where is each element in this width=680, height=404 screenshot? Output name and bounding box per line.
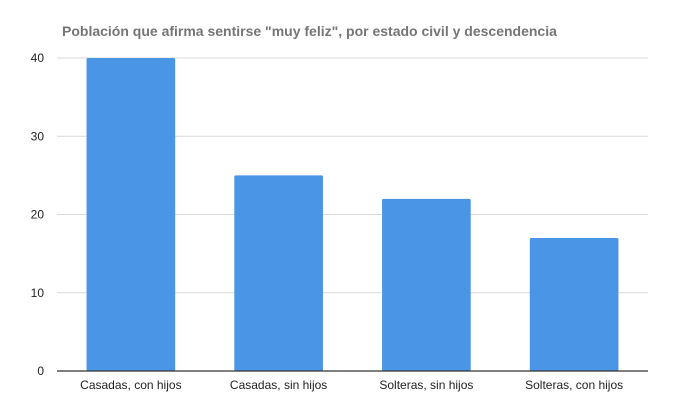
- chart-title: Población que afirma sentirse "muy feliz…: [62, 23, 557, 39]
- x-axis-labels: Casadas, con hijos Casadas, sin hijos Solt…: [80, 378, 623, 392]
- bars: [86, 58, 619, 371]
- y-axis-ticks: 0 10 20 30 40: [31, 51, 45, 378]
- y-tick-label: 40: [31, 51, 45, 65]
- x-category-label: Solteras, con hijos: [525, 378, 623, 392]
- y-tick-label: 20: [31, 208, 45, 222]
- y-tick-label: 10: [31, 286, 45, 300]
- x-category-label: Casadas, sin hijos: [230, 378, 327, 392]
- bar: [86, 58, 176, 371]
- x-category-label: Casadas, con hijos: [80, 378, 181, 392]
- bar: [382, 198, 471, 371]
- y-tick-label: 0: [37, 364, 44, 378]
- bar: [234, 175, 323, 371]
- y-tick-label: 30: [31, 129, 45, 143]
- bar: [529, 237, 619, 371]
- x-category-label: Solteras, sin hijos: [379, 378, 473, 392]
